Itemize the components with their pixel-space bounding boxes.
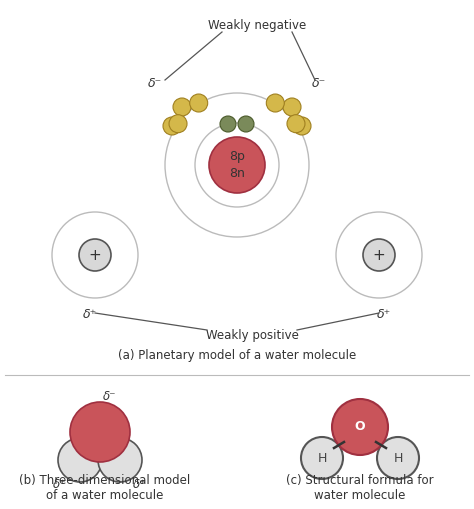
- Text: (b) Three-dimensional model
of a water molecule: (b) Three-dimensional model of a water m…: [19, 474, 191, 502]
- Circle shape: [332, 399, 388, 455]
- Circle shape: [173, 98, 191, 116]
- Text: O: O: [355, 420, 365, 434]
- Circle shape: [287, 115, 305, 133]
- Circle shape: [98, 438, 142, 482]
- Circle shape: [363, 239, 395, 271]
- Circle shape: [377, 437, 419, 479]
- Text: δ⁻: δ⁻: [312, 76, 326, 90]
- Text: +: +: [373, 247, 385, 263]
- Circle shape: [209, 137, 265, 193]
- Text: Weakly positive: Weakly positive: [206, 328, 299, 342]
- Text: +: +: [89, 247, 101, 263]
- Circle shape: [163, 117, 181, 135]
- Text: (a) Planetary model of a water molecule: (a) Planetary model of a water molecule: [118, 350, 356, 362]
- Text: δ⁺: δ⁺: [377, 308, 391, 322]
- Text: Weakly negative: Weakly negative: [208, 18, 306, 32]
- Circle shape: [58, 438, 102, 482]
- Circle shape: [266, 94, 284, 112]
- Text: δ⁺: δ⁺: [53, 477, 67, 491]
- Circle shape: [190, 94, 208, 112]
- Text: H: H: [317, 451, 327, 465]
- Text: δ⁺: δ⁺: [133, 477, 147, 491]
- Text: 8p
8n: 8p 8n: [229, 150, 245, 180]
- Text: δ⁻: δ⁻: [103, 389, 117, 403]
- Text: δ⁻: δ⁻: [148, 76, 162, 90]
- Circle shape: [238, 116, 254, 132]
- Circle shape: [70, 402, 130, 462]
- Text: δ⁺: δ⁺: [83, 308, 97, 322]
- Circle shape: [79, 239, 111, 271]
- Circle shape: [301, 437, 343, 479]
- Text: (c) Structural formula for
water molecule: (c) Structural formula for water molecul…: [286, 474, 434, 502]
- Circle shape: [169, 115, 187, 133]
- Circle shape: [283, 98, 301, 116]
- Text: H: H: [393, 451, 403, 465]
- Circle shape: [220, 116, 236, 132]
- Circle shape: [293, 117, 311, 135]
